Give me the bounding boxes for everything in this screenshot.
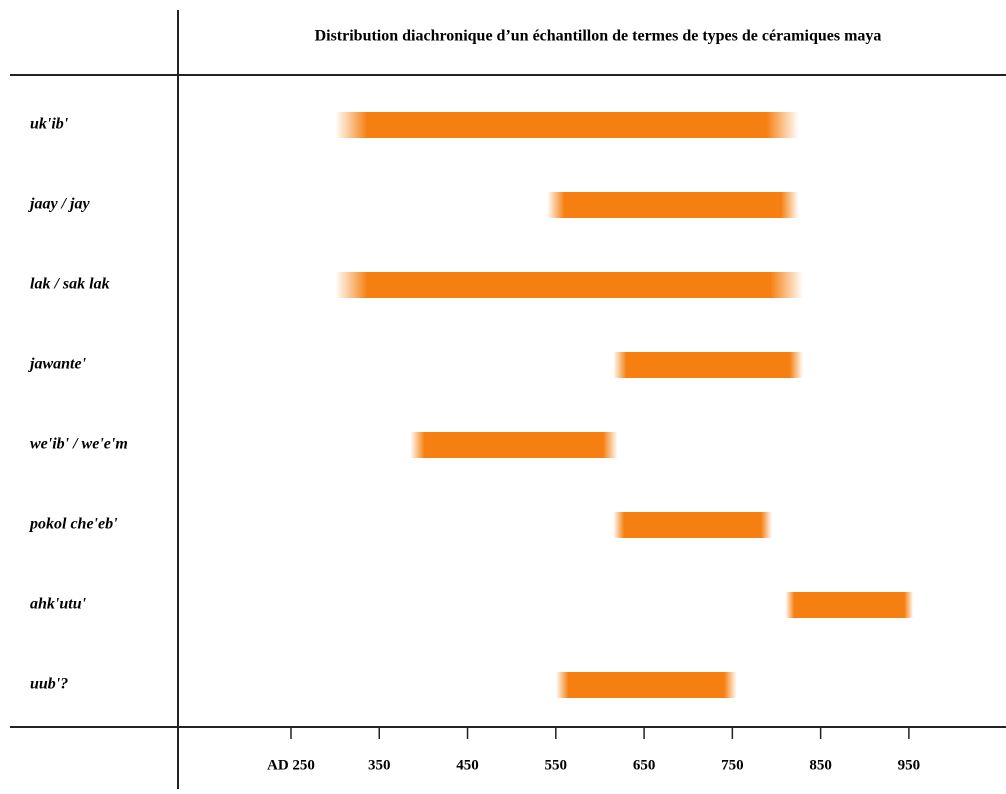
x-tick-label: 550 <box>545 757 568 773</box>
range-bar <box>410 432 618 458</box>
range-bar <box>785 592 914 618</box>
row-label: pokol che'eb' <box>28 516 118 533</box>
row-label: ahk'utu' <box>30 596 87 613</box>
row-label: jawante' <box>27 356 87 373</box>
row-label: we'ib' / we'e'm <box>30 436 128 453</box>
chart-title: Distribution diachronique d’un échantill… <box>315 28 882 45</box>
row-label: jaay / jay <box>27 196 90 213</box>
range-bar <box>613 352 803 378</box>
x-tick-label: 450 <box>456 757 479 773</box>
range-bar <box>335 112 799 138</box>
x-tick-label: 350 <box>368 757 391 773</box>
row-label: uub'? <box>30 676 68 693</box>
row-label: lak / sak lak <box>30 276 110 293</box>
x-tick-label: 750 <box>721 757 744 773</box>
x-tick-label: AD 250 <box>267 757 315 773</box>
x-tick-label: 650 <box>633 757 656 773</box>
range-bar <box>335 272 803 298</box>
x-tick-label: 850 <box>809 757 832 773</box>
range-bar <box>546 192 799 218</box>
row-label: uk'ib' <box>30 116 69 133</box>
range-bar <box>613 512 773 538</box>
x-tick-label: 950 <box>898 757 921 773</box>
range-bar <box>555 672 737 698</box>
